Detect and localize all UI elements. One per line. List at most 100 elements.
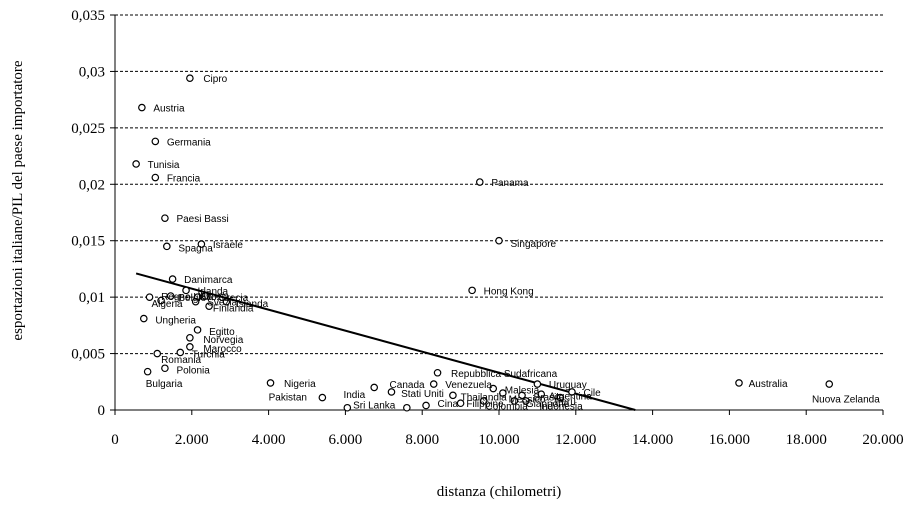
data-point-36 [433, 368, 442, 377]
point-label-5: Paesi Bassi [176, 214, 228, 225]
point-label-10: Danimarca [184, 275, 233, 286]
data-point-26 [153, 349, 162, 358]
point-label-17: Svezia [207, 298, 237, 309]
trend-line-group [135, 272, 636, 411]
y-tick-label-6: 0,03 [79, 64, 105, 80]
point-label-7: Israele [213, 240, 243, 251]
data-point-23 [186, 333, 194, 342]
point-label-47: Uruguay [549, 380, 587, 391]
point-label-16: Algeria [151, 299, 183, 310]
data-point-46 [537, 390, 546, 399]
point-label-19: Finlandia [213, 303, 254, 314]
data-point-19 [205, 302, 213, 310]
x-tick-label-7: 14.000 [632, 432, 673, 448]
point-label-4: Francia [167, 174, 201, 185]
data-point-6 [163, 242, 171, 251]
y-tick-label-3: 0,015 [71, 234, 105, 250]
y-tick-label-2: 0,01 [79, 290, 105, 306]
point-label-9: Singapore [511, 239, 557, 250]
data-point-32 [370, 383, 379, 392]
x-tick-label-0: 0 [111, 432, 119, 448]
point-label-34: Stati Uniti [401, 389, 444, 400]
data-point-50 [735, 379, 743, 387]
point-label-25: Turchia [192, 350, 225, 361]
point-label-46: Argentina [549, 391, 592, 402]
data-point-22 [193, 326, 202, 334]
data-point-11 [182, 286, 190, 295]
data-point-5 [161, 214, 169, 222]
data-point-10 [168, 275, 177, 283]
x-tick-label-3: 6.000 [329, 432, 363, 448]
data-point-39 [456, 399, 465, 408]
y-tick-label-0: 0 [98, 403, 106, 419]
x-tick-label-6: 12.000 [555, 432, 596, 448]
point-label-2: Germania [167, 137, 211, 148]
point-label-20: Hong Kong [484, 286, 534, 297]
data-point-20 [468, 286, 476, 295]
point-label-15: Grecia [219, 293, 249, 304]
point-label-1: Austria [153, 104, 185, 115]
data-point-33 [387, 388, 396, 396]
point-label-39: Filippine [466, 399, 504, 410]
point-label-40: Colombia [486, 401, 529, 412]
data-point-25 [176, 348, 185, 357]
data-point-40 [479, 397, 488, 405]
data-point-16 [191, 297, 200, 306]
y-tick-label-5: 0,025 [71, 121, 105, 137]
data-point-31 [343, 403, 352, 412]
data-point-44 [522, 397, 530, 405]
data-point-7 [197, 240, 206, 248]
point-label-35: Cina [438, 399, 459, 410]
data-point-13 [145, 293, 154, 301]
point-label-30: Pakistan [269, 392, 307, 403]
point-label-32: Sri Lanka [353, 400, 396, 411]
point-label-33: Canada [390, 380, 425, 391]
data-point-38 [449, 391, 457, 400]
data-point-34 [403, 403, 411, 412]
data-point-35 [422, 401, 430, 410]
point-label-45: Brasile [534, 392, 565, 403]
point-label-23: Norvegia [203, 335, 243, 346]
data-point-37 [429, 380, 438, 388]
point-label-48: Perù [555, 397, 576, 408]
x-axis-title: distanza (chilometri) [437, 484, 562, 500]
y-axis-title: esportazioni italiane/PIL del paese impo… [10, 60, 26, 341]
point-label-43: Giappone [526, 399, 570, 410]
x-tick-label-5: 10.000 [478, 432, 519, 448]
data-point-27 [161, 364, 169, 373]
point-label-26: Romania [161, 355, 201, 366]
y-tick-label-4: 0,02 [79, 177, 105, 193]
x-tick-label-9: 18.000 [786, 432, 827, 448]
point-label-44: Indonesia [539, 401, 583, 412]
y-tick-label-1: 0,005 [71, 347, 105, 363]
axis-ticks: 0 0,005 0,01 0,015 0,02 0,025 0,03 0,035 0 2.000 4… [71, 8, 903, 448]
data-point-9 [495, 236, 503, 245]
data-point-45 [518, 391, 526, 400]
data-point-1 [138, 103, 146, 112]
data-point-43 [510, 397, 519, 405]
point-label-18: Islanda [236, 299, 269, 310]
point-label-42: Messico [509, 395, 546, 406]
x-tick-label-1: 2.000 [175, 432, 209, 448]
data-point-30 [318, 393, 327, 402]
point-label-37: Venezuela [445, 380, 492, 391]
point-label-14: Svezia [199, 292, 229, 303]
point-label-8: Panama [491, 178, 529, 189]
point-label-13: Belgio [178, 293, 206, 304]
point-label-49: Cile [583, 388, 601, 399]
data-point-28 [143, 367, 152, 376]
point-label-36: Repubblica Sudafricana [451, 369, 558, 380]
x-tick-label-10: 20.000 [862, 432, 903, 448]
point-label-3: Tunisia [148, 160, 180, 171]
data-point-51 [825, 380, 834, 388]
data-point-47 [533, 380, 542, 388]
grid-lines [115, 14, 883, 355]
data-point-42 [499, 389, 507, 397]
point-label-6: Spagna [178, 243, 213, 254]
point-label-29: Nigeria [284, 379, 316, 390]
point-label-51: Nuova Zelanda [812, 395, 880, 406]
data-point-41 [489, 384, 498, 393]
data-point-17 [201, 292, 210, 300]
y-tick-label-7: 0,035 [71, 8, 105, 24]
